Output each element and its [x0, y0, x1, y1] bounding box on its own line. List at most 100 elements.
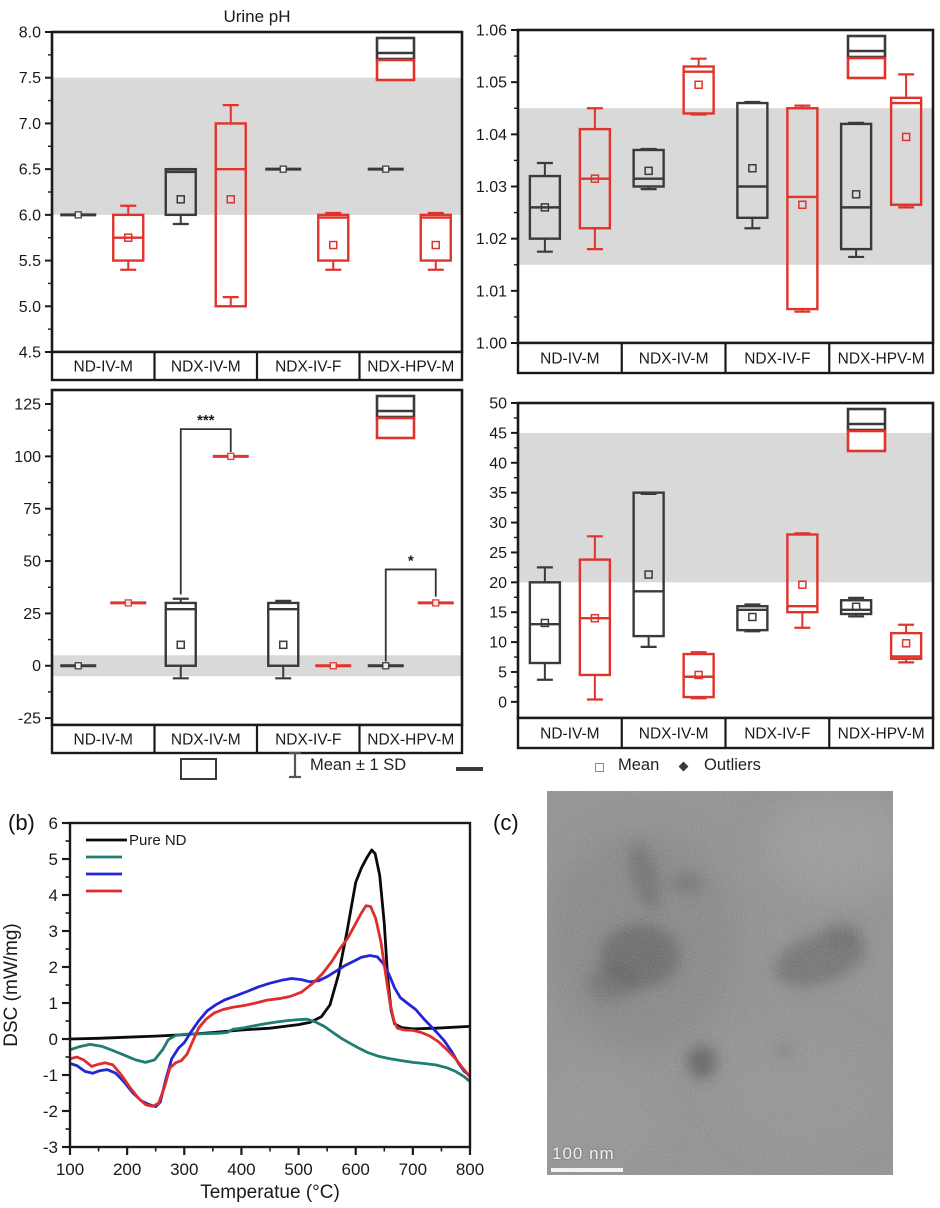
x-tick-label: 700 [399, 1160, 427, 1179]
y-tick-label: 5 [498, 664, 507, 681]
y-tick-label: 6 [49, 814, 58, 833]
legend-median-line-glyph [456, 767, 483, 771]
category-label: NDX-IV-M [171, 732, 241, 749]
mean-marker [74, 211, 82, 219]
mean-marker [901, 132, 911, 142]
y-tick-label: 1.05 [476, 75, 507, 92]
box-red-ND-IV-M [112, 204, 145, 271]
y-tick-label: 75 [23, 501, 41, 518]
y-tick-label: 6.5 [19, 162, 41, 179]
tem-scale-bar-line [551, 1168, 623, 1172]
box-rect [839, 599, 873, 616]
mean-marker [540, 618, 550, 628]
category-label: ND-IV-M [74, 359, 133, 376]
category-label: NDX-IV-M [171, 359, 241, 376]
box-black-NDX-HPV-M [839, 596, 873, 618]
box-red-NDX-IV-M [214, 104, 247, 308]
mean-marker [644, 166, 653, 176]
box-rect [682, 65, 715, 115]
category-label: NDX-IV-F [744, 726, 810, 743]
mean-marker [748, 612, 757, 622]
category-label: ND-IV-M [540, 726, 599, 743]
box-black-NDX-IV-F [736, 100, 769, 230]
y-tick-label: 8.0 [19, 25, 41, 42]
y-tick-label: 35 [489, 485, 507, 502]
box-black-NDX-IV-F [265, 165, 302, 173]
box-red-NDX-IV-M [212, 452, 249, 461]
y-tick-label: 125 [14, 397, 41, 414]
y-tick-label: 45 [489, 425, 507, 442]
y-tick-label: 4 [49, 886, 58, 905]
category-label: NDX-HPV-M [838, 351, 925, 368]
mean-marker [74, 662, 82, 670]
dsc-plot: 100 200 300 400 500 600 700 800 -3 -2 -1 0 1 2 3 4 5 6 Pur… [1, 814, 484, 1203]
panel-b-label: (b) [8, 810, 35, 835]
y-tick-label: 6.0 [19, 207, 41, 224]
box-plot-grid: 4.5 5.0 5.5 6.0 6.5 7.0 7.5 8.0 ND-IV-M NDX-IV-M N… [14, 7, 935, 755]
y-tick-label: 20 [489, 575, 507, 592]
mean-marker [124, 233, 133, 242]
reference-band [518, 432, 933, 583]
mean-marker [226, 195, 235, 204]
box-panel-urine_sg: 1.00 1.01 1.02 1.03 1.04 1.05 1.06 ND-IV-M NDX-I… [476, 23, 935, 375]
mean-marker [851, 190, 861, 199]
box-red-NDX-IV-M [682, 651, 715, 700]
box-black-NDX-HPV-M [367, 165, 404, 173]
x-tick-label: 300 [170, 1160, 198, 1179]
legend-outliers-label: Outliers [704, 756, 761, 774]
y-tick-label: -1 [43, 1066, 58, 1085]
y-tick-label: 0 [32, 658, 41, 675]
box-black-ND-IV-M [60, 662, 97, 670]
tem-noise-texture [547, 791, 893, 1175]
box-black-ND-IV-M [60, 211, 97, 219]
y-tick-label: 50 [489, 396, 507, 413]
y-tick-label: 40 [489, 455, 507, 472]
box-red-NDX-HPV-M [889, 73, 923, 209]
box-rect [164, 167, 197, 217]
y-tick-label: 15 [489, 605, 507, 622]
category-label: NDX-IV-F [275, 732, 341, 749]
y-tick-label: 7.0 [19, 116, 41, 133]
x-tick-label: 800 [456, 1160, 484, 1179]
mean-marker [329, 662, 337, 670]
panel-title: Urine pH [223, 7, 290, 26]
x-tick-label: 200 [113, 1160, 141, 1179]
box-black-NDX-IV-M [632, 491, 665, 648]
mean-marker [279, 165, 287, 173]
y-tick-label: 4.5 [19, 345, 41, 362]
legend-mean-marker-glyph [595, 763, 604, 772]
y-axis-title: DSC (mW/mg) [1, 923, 22, 1046]
box-rect [786, 533, 819, 614]
reference-band [52, 77, 462, 215]
y-tick-label: 0 [498, 694, 507, 711]
y-tick-label: 2 [49, 958, 58, 977]
box-black-NDX-HPV-M [839, 121, 873, 259]
dsc-curve-pure_nd [69, 848, 471, 1041]
box-rect [419, 213, 452, 262]
plot-border [68, 821, 472, 1149]
significance-label: *** [197, 412, 215, 429]
category-label: NDX-IV-M [639, 351, 709, 368]
category-label: ND-IV-M [540, 351, 599, 368]
mean-marker [432, 599, 440, 607]
significance-bracket [384, 568, 437, 662]
mean-marker [227, 452, 235, 461]
dsc-curve-red [69, 904, 471, 1108]
mean-marker [901, 639, 911, 648]
category-label: NDX-HPV-M [367, 359, 454, 376]
mean-marker [540, 203, 550, 212]
dsc-legend-label: Pure ND [129, 832, 187, 849]
box-rect [736, 605, 769, 632]
mean-marker [590, 174, 600, 183]
box-rect [632, 491, 665, 638]
corner-key-black [375, 36, 416, 61]
mean-marker [694, 80, 703, 90]
corner-key-red [846, 56, 887, 80]
mean-marker [124, 599, 132, 607]
corner-key-black [846, 34, 887, 59]
legend-box-glyph [180, 758, 217, 780]
box-black-NDX-IV-M [164, 597, 197, 680]
y-tick-label: 1.06 [476, 23, 507, 40]
mean-marker [590, 613, 600, 623]
